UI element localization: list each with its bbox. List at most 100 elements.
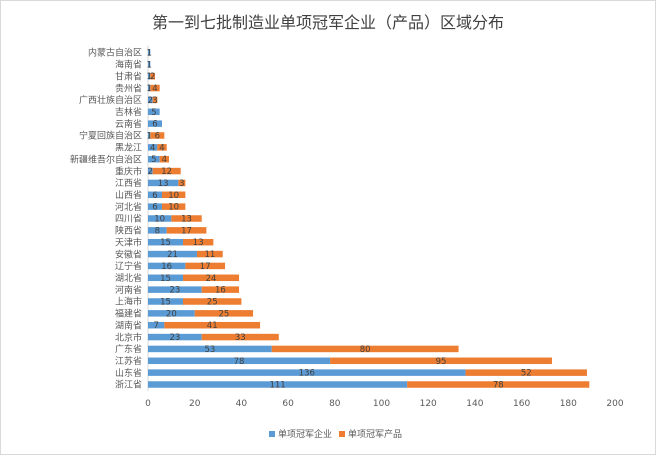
category-label: 河北省 [115,201,142,213]
bar-segment [150,84,160,92]
category-label: 海南省 [115,59,142,71]
data-label: 2 [150,72,155,82]
bar-segment [148,61,151,68]
bar-segment [148,321,165,329]
data-label: 4 [159,143,164,153]
data-label: 20 [166,309,177,319]
x-tick-label: 20 [189,399,201,409]
x-tick-label: 160 [513,399,530,409]
bar-segment [201,286,240,293]
x-tick-label: 120 [420,399,437,409]
bar-segment [148,250,198,258]
data-label: 111 [269,381,285,391]
bar-segment [148,72,151,80]
bar-segment [148,310,195,317]
data-label: 80 [360,345,371,355]
data-label: 21 [167,250,178,260]
category-label: 内蒙古自治区 [88,47,142,59]
data-label: 1 [146,72,151,82]
category-label: 天津市 [115,236,142,248]
data-label: 53 [204,345,215,355]
category-label: 山西省 [115,189,142,201]
data-label: 1 [146,60,151,70]
category-label: 广东省 [115,343,142,355]
data-label: 1 [146,132,151,142]
x-tick-label: 200 [606,399,623,409]
category-label: 湖南省 [115,319,142,331]
bar-segment [152,167,181,175]
category-label: 北京市 [115,331,142,343]
data-label: 5 [151,155,156,165]
x-tick-label: 80 [329,399,341,409]
bar-segment [162,191,186,199]
bar-segment [157,144,167,151]
bar-segment [150,72,156,80]
category-label: 黑龙江 [115,142,142,154]
bar-segment [159,155,170,163]
data-label: 15 [160,298,171,308]
data-label: 6 [152,191,157,201]
category-label: 贵州省 [115,82,142,94]
legend-label: 单项冠军企业 [278,428,332,440]
data-label: 25 [207,298,218,308]
bar-segment [148,274,184,282]
data-label: 7 [153,321,158,331]
category-label: 云南省 [115,118,142,130]
data-label: 24 [206,274,217,284]
data-label: 23 [169,286,180,296]
bar-segment [150,132,165,139]
legend-swatch [269,431,275,437]
category-label: 福建省 [115,308,142,320]
data-label: 23 [169,333,180,343]
data-label: 15 [160,274,171,284]
bar-segment [183,238,214,246]
bar-segment [148,369,466,376]
data-label: 4 [150,143,155,153]
bar-segment [148,84,151,92]
bar-segment [148,155,160,163]
data-label: 78 [234,357,245,367]
data-label: 6 [152,120,157,130]
data-label: 136 [299,369,315,379]
bar-segment [465,369,587,376]
category-label: 上海市 [115,296,142,308]
category-label: 辽宁省 [115,260,142,272]
data-label: 3 [179,179,184,189]
data-label: 6 [155,132,160,142]
category-label: 江苏省 [115,355,142,367]
bar-segment [148,215,172,222]
data-label: 2 [148,96,153,106]
category-label: 河南省 [115,284,142,296]
category-label: 陕西省 [115,225,142,237]
bar-segment [152,96,158,104]
legend-label: 单项冠军产品 [348,428,402,440]
data-label: 15 [160,238,171,248]
data-label: 3 [152,96,157,106]
data-label: 13 [181,215,192,225]
bar-segment [148,238,184,246]
data-label: 25 [218,309,229,319]
bar-segment [183,298,242,305]
bar-segment [148,381,408,388]
bar-segment [148,49,151,56]
chart-title: 第一到七批制造业单项冠军企业（产品）区域分布 [151,13,504,32]
category-label: 新疆维吾尔自治区 [70,153,142,165]
bar-segment [171,215,202,222]
data-label: 52 [521,369,532,379]
x-tick-label: 180 [560,399,577,409]
bar-segment [330,357,552,365]
data-label: 10 [168,191,179,201]
bar-segment [201,333,279,341]
bar-segment [164,321,261,329]
data-label: 4 [162,155,167,165]
bar-segment [148,203,163,210]
bar-segment [148,345,272,353]
bar-segment [148,227,167,234]
bar-segment [271,345,459,353]
bar-segment [148,167,153,175]
x-tick-label: 140 [466,399,483,409]
bar-segment [148,298,184,305]
bar-segment [407,381,590,388]
category-label: 广西壮族自治区 [79,94,142,106]
data-label: 17 [200,262,211,272]
